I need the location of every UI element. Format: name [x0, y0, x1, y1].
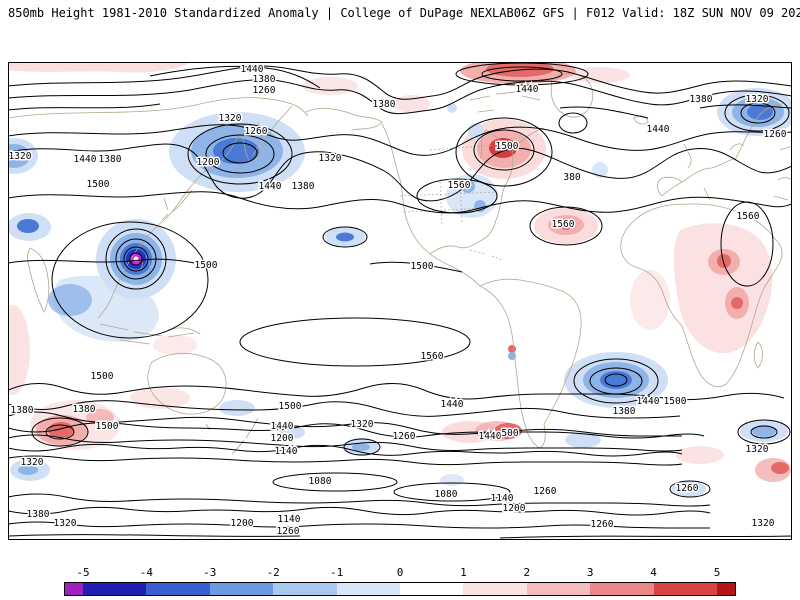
contour-label: 1200 — [271, 433, 294, 444]
colorbar-tick: 4 — [650, 566, 657, 579]
contour-label: 1500 — [96, 421, 119, 432]
colorbar-tick: -3 — [203, 566, 217, 579]
contour-label: 1140 — [491, 493, 514, 504]
contour-label: 1080 — [309, 476, 332, 487]
colorbar-segment — [336, 583, 400, 595]
contour-label: 1440 — [479, 431, 502, 442]
contour-label: 1500 — [195, 260, 218, 271]
contour-label: 1200 — [231, 518, 254, 529]
contour-label: 1440 — [647, 124, 670, 135]
contour-label: 1500 — [411, 261, 434, 272]
colorbar-segment — [146, 583, 210, 595]
colorbar-tick: 0 — [396, 566, 404, 579]
contour-label: 1080 — [435, 489, 458, 500]
contour-label: 1500 — [91, 371, 114, 382]
contour-label: 1440 — [516, 84, 539, 95]
contour-label: 1260 — [253, 85, 276, 96]
contour-label: 1440 — [637, 396, 660, 407]
contour-label: 1320 — [21, 457, 44, 468]
colorbar-segment — [590, 583, 654, 595]
colorbar-segment — [716, 583, 735, 595]
contour-label: 1500 — [496, 141, 519, 152]
colorbar-tick: 1 — [460, 566, 467, 579]
contour-label: 1560 — [552, 219, 575, 230]
contour-label: 1380 — [253, 74, 276, 85]
contour-label: 1140 — [275, 446, 298, 457]
colorbar-tick: -1 — [329, 566, 344, 579]
map-title: 850mb Height 1981-2010 Standardized Anom… — [8, 6, 514, 20]
colorbar-segment — [463, 583, 527, 595]
contour-label: 1200 — [197, 157, 220, 168]
colorbar-tick-labels: -5 -4 -3 -2 -1 0 1 2 3 4 5 — [64, 566, 736, 582]
colorbar-tick: 3 — [586, 566, 594, 579]
contour-label: 1380 — [373, 99, 396, 110]
contour-label: 1320 — [752, 518, 775, 529]
contour-label: 1440 — [241, 64, 264, 75]
model-valid-time: 06Z GFS | F012 Valid: 18Z SUN NOV 09 202… — [513, 6, 800, 20]
contour-label: 1440 — [441, 399, 464, 410]
contour-label: 1560 — [448, 180, 471, 191]
colorbar-segment — [273, 583, 337, 595]
contour-label: 1260 — [534, 486, 557, 497]
coastlines — [8, 73, 792, 455]
contour-label: 1320 — [9, 151, 32, 162]
colorbar: -5 -4 -3 -2 -1 0 1 2 3 4 5 — [64, 566, 736, 596]
colorbar-segment — [65, 583, 83, 595]
contour-label: 1560 — [421, 351, 444, 362]
contour-label: 1380 — [99, 154, 122, 165]
contour-label: 1380 — [73, 404, 96, 415]
contour-label: 1260 — [393, 431, 416, 442]
colorbar-tick: -5 — [76, 566, 90, 579]
contour-label: 1320 — [746, 94, 769, 105]
contour-label: 1560 — [737, 211, 760, 222]
contour-label: 1260 — [764, 129, 787, 140]
anomaly-shading — [8, 62, 792, 497]
contour-label: 1440 — [259, 181, 282, 192]
contour-label: 1500 — [664, 396, 687, 407]
colorbar-tick: 5 — [713, 566, 721, 579]
contour-label: 500 — [501, 428, 518, 439]
colorbar-segment — [209, 583, 274, 595]
contour-label: 1380 — [613, 406, 636, 417]
colorbar-tick: -2 — [266, 566, 280, 579]
colorbar-segment — [83, 583, 147, 595]
contour-label: 1320 — [319, 153, 342, 164]
contour-label: 1440 — [74, 154, 97, 165]
contour-label: 380 — [563, 172, 580, 183]
colorbar-segment — [526, 583, 591, 595]
contour-label: 1260 — [591, 519, 614, 530]
contour-label: 1200 — [503, 503, 526, 514]
colorbar-gradient — [64, 582, 736, 596]
contour-label: 1140 — [278, 514, 301, 525]
colorbar-tick: 2 — [523, 566, 531, 579]
contour-label: 1440 — [271, 421, 294, 432]
contour-label: 1260 — [676, 483, 699, 494]
contour-label: 1320 — [351, 419, 374, 430]
contour-label: 1380 — [11, 405, 34, 416]
contour-label: 1500 — [87, 179, 110, 190]
contour-label: 1320 — [219, 113, 242, 124]
colorbar-segment — [653, 583, 717, 595]
contour-label: 1320 — [54, 518, 77, 529]
contour-label: 1320 — [746, 444, 769, 455]
title-bar: 850mb Height 1981-2010 Standardized Anom… — [8, 6, 800, 20]
contour-label: 1260 — [277, 526, 300, 537]
contour-label: 1380 — [27, 509, 50, 520]
contour-label: 1260 — [245, 126, 268, 137]
contour-label: 1500 — [279, 401, 302, 412]
colorbar-tick: -4 — [139, 566, 154, 579]
colorbar-segment — [399, 583, 464, 595]
contour-label: 1380 — [690, 94, 713, 105]
contour-label: 1380 — [292, 181, 315, 192]
map-border — [8, 62, 792, 540]
